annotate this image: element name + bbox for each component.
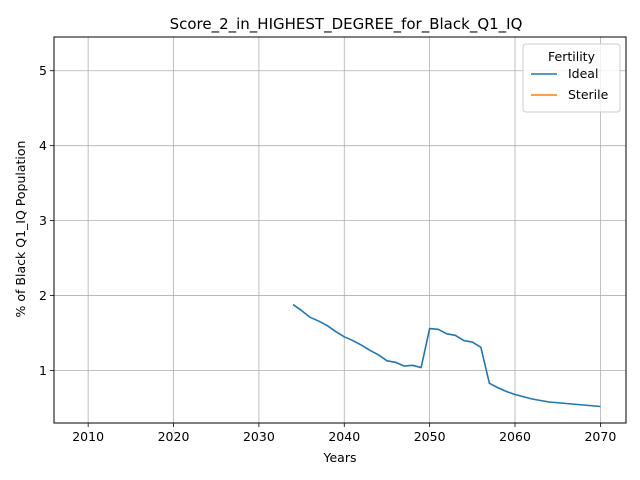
y-tick-label: 5 xyxy=(39,63,47,78)
legend: Fertility Ideal Sterile xyxy=(523,44,620,112)
x-tick-label: 2020 xyxy=(158,429,190,444)
x-axis-ticks: 2010 2020 2030 2040 2050 2060 2070 xyxy=(72,423,616,444)
x-tick-label: 2050 xyxy=(414,429,446,444)
x-tick-label: 2040 xyxy=(328,429,360,444)
y-tick-label: 3 xyxy=(39,213,47,228)
legend-entry-label: Sterile xyxy=(568,87,609,102)
chart-title: Score_2_in_HIGHEST_DEGREE_for_Black_Q1_I… xyxy=(170,15,523,34)
x-axis-label: Years xyxy=(323,450,357,465)
y-tick-label: 4 xyxy=(39,138,47,153)
x-tick-label: 2060 xyxy=(499,429,531,444)
y-tick-label: 1 xyxy=(39,363,47,378)
y-tick-label: 2 xyxy=(39,288,47,303)
x-tick-label: 2010 xyxy=(72,429,104,444)
x-tick-label: 2030 xyxy=(243,429,275,444)
series-layer xyxy=(293,305,600,407)
series-line-ideal xyxy=(293,305,600,407)
legend-title: Fertility xyxy=(548,49,596,64)
legend-entry-label: Ideal xyxy=(568,66,598,81)
x-tick-label: 2070 xyxy=(584,429,616,444)
y-axis-ticks: 1 2 3 4 5 xyxy=(39,63,54,378)
y-axis-label: % of Black Q1_IQ Population xyxy=(13,141,28,318)
